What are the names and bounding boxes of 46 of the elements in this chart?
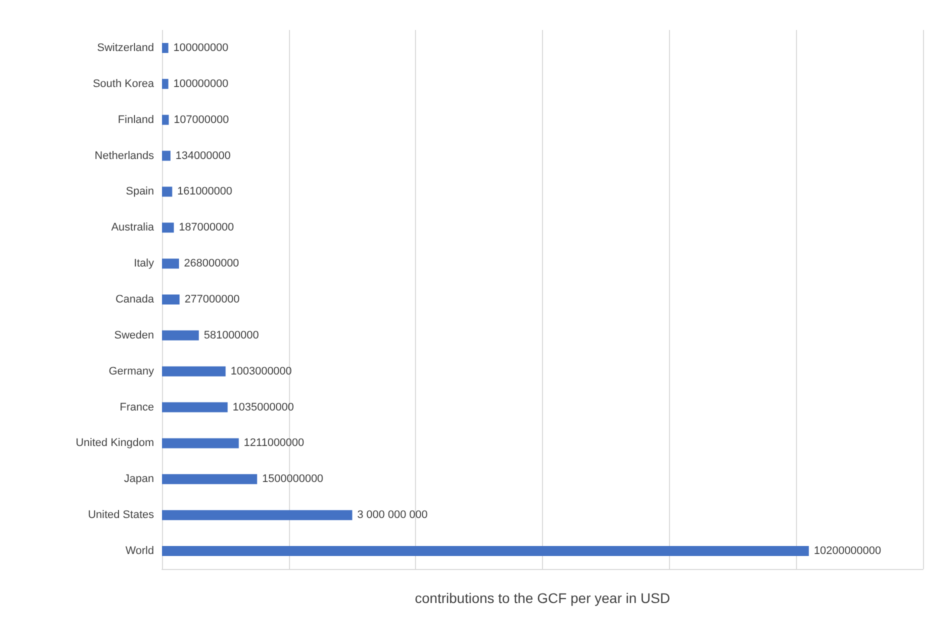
data-label: 1035000000 — [232, 401, 294, 414]
data-label: 1003000000 — [230, 365, 292, 378]
bar — [162, 438, 239, 448]
bar — [162, 150, 170, 161]
data-label: 3 000 000 000 — [357, 509, 428, 522]
bar — [162, 510, 352, 520]
data-label: 268000000 — [184, 258, 240, 270]
bar — [162, 42, 168, 53]
bar — [162, 366, 226, 376]
data-label: 1500000000 — [262, 473, 324, 486]
bar — [162, 186, 172, 197]
bar — [162, 402, 228, 412]
data-label: 581000000 — [204, 329, 259, 342]
bar — [162, 114, 169, 125]
bar — [162, 294, 180, 304]
y-tick-label: Spain — [126, 186, 154, 198]
y-tick-label: South Korea — [92, 78, 155, 90]
bar — [162, 78, 168, 89]
y-tick-label: United Kingdom — [76, 437, 154, 450]
y-tick-label: France — [120, 401, 154, 414]
y-tick-label: Switzerland — [97, 42, 154, 54]
y-tick-label: Sweden — [114, 329, 154, 342]
y-tick-label: Germany — [108, 365, 154, 378]
y-tick-label: United States — [88, 509, 154, 522]
bar — [162, 474, 258, 484]
y-tick-label: Australia — [111, 222, 155, 234]
data-label: 1211000000 — [244, 437, 304, 450]
bar — [162, 222, 174, 233]
y-tick-label: Finland — [118, 114, 154, 126]
bar — [162, 258, 179, 269]
y-tick-label: World — [125, 545, 154, 558]
data-label: 100000000 — [173, 78, 228, 90]
y-tick-label: Italy — [134, 258, 154, 270]
data-label: 161000000 — [177, 186, 232, 198]
bar — [162, 546, 809, 556]
data-label: 107000000 — [174, 114, 229, 126]
data-label: 187000000 — [178, 222, 234, 234]
bar — [162, 330, 199, 340]
y-tick-label: Netherlands — [94, 150, 154, 162]
data-label: 100000000 — [173, 42, 228, 54]
x-axis-title: contributions to the GCF per year in USD — [414, 590, 670, 606]
data-label: 10200000000 — [814, 545, 882, 558]
y-tick-label: Canada — [115, 294, 155, 306]
data-label: 134000000 — [176, 150, 231, 162]
data-label: 277000000 — [184, 294, 240, 306]
y-tick-label: Japan — [124, 473, 154, 486]
